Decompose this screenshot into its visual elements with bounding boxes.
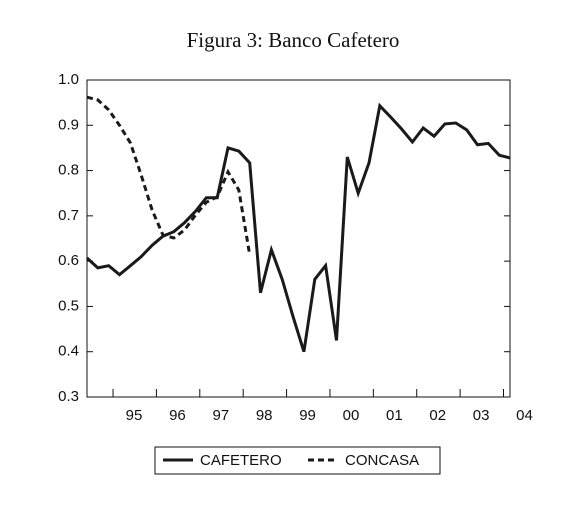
y-tick-label: 1.0 [58,71,79,88]
x-tick-label: 99 [299,407,316,424]
y-tick-label: 0.7 [58,207,79,224]
plot-frame [86,79,511,398]
x-tick-label: 02 [429,407,446,424]
y-tick-label: 0.4 [58,343,79,360]
series-line [86,95,252,256]
legend-label: CAFETERO [200,452,282,469]
x-tick-label: 03 [473,407,490,424]
x-tick-label: 04 [516,407,533,424]
y-tick-label: 0.9 [58,116,79,133]
x-tick-label: 95 [126,407,143,424]
y-tick-label: 0.8 [58,162,79,179]
chart-title: Figura 3: Banco Cafetero [187,28,400,52]
legend-label: CONCASA [345,452,419,469]
x-tick-label: 97 [212,407,229,424]
x-tick-label: 00 [343,407,360,424]
y-tick-label: 0.6 [58,252,79,269]
x-tick-label: 96 [169,407,186,424]
x-tick-label: 98 [256,407,273,424]
legend-box [154,446,441,475]
y-tick-label: 0.5 [58,297,79,314]
y-tick-label: 0.3 [58,388,79,405]
x-tick-label: 01 [386,407,403,424]
series-line [85,102,511,353]
